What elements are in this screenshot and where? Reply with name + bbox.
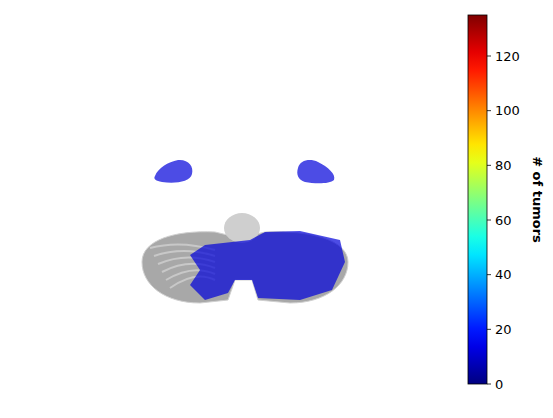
canvas: 0 20 40 60 80 100 120 # of tumors (0, 0, 553, 418)
tick-label: 0 (495, 377, 503, 392)
colorbar-label: # of tumors (530, 156, 545, 243)
cerebellum (142, 232, 348, 303)
region (154, 160, 192, 183)
region (190, 231, 345, 300)
tick (487, 384, 491, 385)
tick-label: 20 (495, 322, 512, 337)
tick (487, 165, 491, 166)
tick (487, 220, 491, 221)
tick (487, 110, 491, 111)
figure: 0 20 40 60 80 100 120 # of tumors (0, 0, 553, 418)
tick-label: 100 (495, 103, 520, 118)
tick-label: 60 (495, 213, 512, 228)
tick (487, 329, 491, 330)
region (297, 160, 334, 183)
tick-label: 80 (495, 158, 512, 173)
tick-label: 40 (495, 267, 512, 282)
tick (487, 56, 491, 57)
tick-label: 120 (495, 49, 520, 64)
colorbar: 0 20 40 60 80 100 120 # of tumors (468, 15, 545, 392)
tick (487, 274, 491, 275)
anatomy (142, 213, 348, 303)
regions (154, 160, 345, 300)
colorbar-scale (468, 15, 487, 384)
